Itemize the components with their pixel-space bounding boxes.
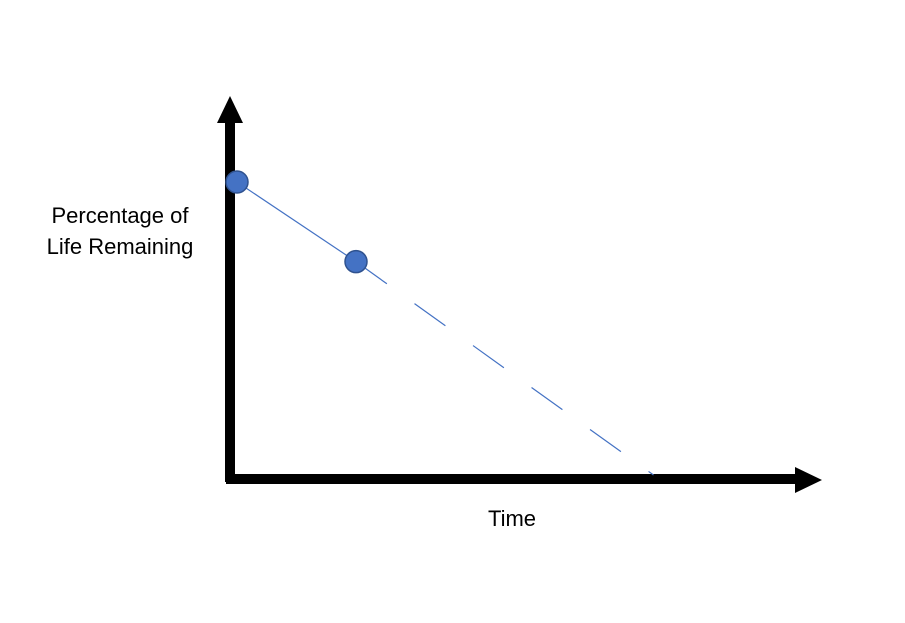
data-points (225, 170, 368, 274)
x-axis-arrowhead (795, 467, 822, 493)
y-axis-arrowhead (217, 96, 243, 123)
y-axis-label-line2: Life Remaining (46, 234, 194, 259)
data-point-1 (225, 170, 249, 194)
solid-trend-line (236, 181, 357, 263)
y-axis-label-line1: Percentage of (51, 203, 189, 228)
data-point-2 (344, 249, 368, 274)
x-axis-label: Time (487, 506, 537, 531)
dashed-trend-line (355, 261, 654, 476)
y-axis-label: Percentage of Life Remaining (20, 200, 220, 262)
